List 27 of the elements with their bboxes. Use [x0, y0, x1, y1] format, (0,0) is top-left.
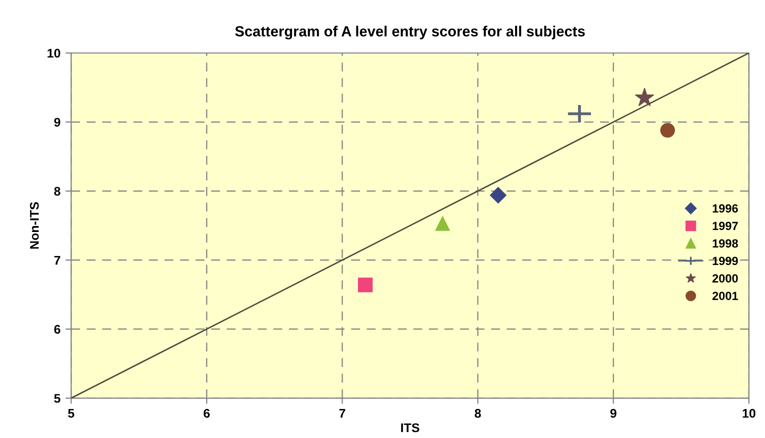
point — [490, 186, 506, 204]
y-tick-label: 8 — [54, 186, 60, 196]
y-tick-label: 6 — [54, 324, 60, 334]
x-tick-label: 9 — [610, 408, 616, 418]
legend-label: 1998 — [712, 239, 738, 248]
y-axis-title: Non-ITS — [30, 202, 39, 249]
point — [435, 216, 450, 231]
legend-label: 2001 — [712, 292, 738, 300]
point — [660, 122, 675, 138]
x-tick-label: 10 — [742, 408, 756, 418]
point — [568, 104, 592, 122]
x-tick-label: 7 — [339, 409, 346, 418]
legend-label: 2000 — [712, 274, 738, 283]
y-tick-label: 5 — [54, 394, 60, 403]
legend-label: 1997 — [712, 222, 738, 230]
point — [358, 278, 373, 292]
x-tick-label: 6 — [204, 408, 210, 418]
y-tick-label: 10 — [48, 48, 60, 58]
y-tick-label: 7 — [54, 256, 60, 265]
x-tick-label: 5 — [68, 409, 74, 418]
chart-title: Scattergram of A level entry scores for all subjects — [235, 26, 585, 40]
x-axis-title: ITS — [401, 423, 420, 432]
x-tick-label: 8 — [474, 408, 481, 418]
point — [634, 88, 654, 106]
y-tick-label: 9 — [54, 118, 60, 127]
legend-label: 1999 — [712, 256, 738, 266]
legend-label: 1996 — [712, 204, 738, 213]
